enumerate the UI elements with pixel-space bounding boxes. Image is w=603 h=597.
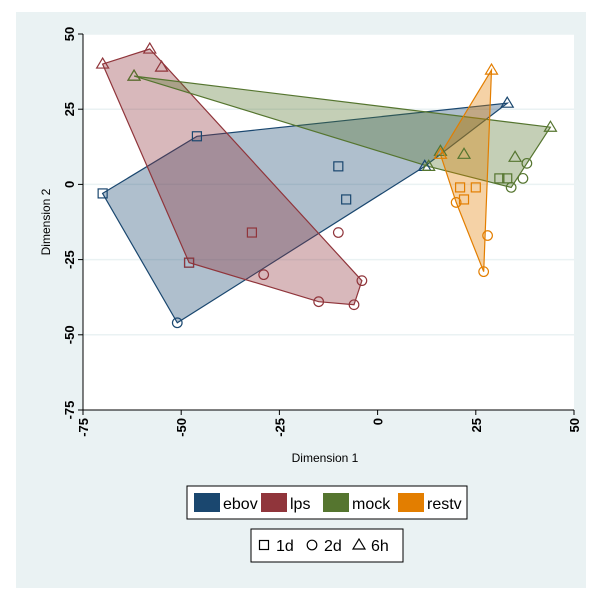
data-point-restv <box>433 147 448 159</box>
data-point-mock <box>421 159 436 171</box>
data-point-lps <box>258 269 270 281</box>
y-tick-label: -75 <box>62 401 77 420</box>
y-tick-label: 25 <box>62 102 77 116</box>
legend-symbol-triangle <box>351 537 367 550</box>
data-points <box>95 41 558 329</box>
x-tick-label: 0 <box>371 418 386 425</box>
data-point-mock <box>508 150 523 162</box>
legend-symbol-circle <box>306 539 318 551</box>
data-point-restv <box>450 197 462 208</box>
data-point-restv <box>470 182 481 193</box>
data-point-mock <box>494 173 505 184</box>
data-point-lps <box>95 56 110 69</box>
legend-swatch-lps <box>261 493 287 512</box>
legend-swatch-ebov <box>194 493 220 512</box>
legend-label-6h: 6h <box>371 538 389 555</box>
shape-legend-box <box>250 528 404 563</box>
y-tick-label: -50 <box>62 325 77 344</box>
chart-frame: -75 -50 -25 0 25 50 -75 -50 -25 0 25 50 Dimension … <box>16 12 586 588</box>
data-point-ebov <box>191 131 203 142</box>
data-point-mock <box>433 144 448 156</box>
legend-label-lps: lps <box>290 496 310 513</box>
shape-legend: 1d 2d 6h <box>250 528 404 563</box>
legend-label-mock: mock <box>352 496 391 513</box>
data-point-mock <box>517 172 529 184</box>
legend-swatch-restv <box>398 493 424 512</box>
legend-label-2d: 2d <box>324 538 342 555</box>
data-point-restv <box>484 62 499 75</box>
x-axis-label: Dimension 1 <box>292 451 359 465</box>
data-point-ebov <box>333 161 344 172</box>
x-tick-label: -25 <box>272 418 287 437</box>
data-point-mock <box>521 157 533 169</box>
x-tick-label: 25 <box>469 418 484 432</box>
data-point-restv <box>482 230 493 241</box>
group-legend: ebov lps mock restv <box>186 485 468 520</box>
data-point-mock <box>543 120 558 132</box>
data-point-lps <box>154 59 169 72</box>
data-point-lps <box>348 299 360 311</box>
hull-restv <box>439 67 493 272</box>
data-point-mock <box>505 182 517 193</box>
y-axis-label: Dimension 2 <box>39 188 53 255</box>
hull-ebov <box>101 102 510 324</box>
data-point-lps <box>183 257 195 268</box>
data-point-mock <box>502 173 513 184</box>
y-axis-ticks: -75 -50 -25 0 25 50 <box>62 27 83 420</box>
x-axis-ticks: -75 -50 -25 0 25 50 <box>76 410 582 437</box>
x-tick-label: 50 <box>567 418 582 432</box>
data-point-ebov <box>341 194 352 205</box>
x-tick-label: -75 <box>76 418 91 437</box>
data-point-mock <box>127 68 142 81</box>
hull-mock <box>133 75 552 189</box>
data-point-ebov <box>97 188 108 199</box>
y-tick-label: -25 <box>62 250 77 269</box>
legend-label-ebov: ebov <box>223 496 258 513</box>
data-point-ebov <box>500 96 515 108</box>
data-point-lps <box>142 41 157 54</box>
hull-polygons <box>101 48 552 324</box>
data-point-mock <box>456 147 472 159</box>
y-tick-label: 0 <box>62 181 77 188</box>
legend-symbol-square <box>258 539 270 551</box>
plot-area <box>83 34 574 410</box>
hull-lps <box>101 48 363 306</box>
y-tick-label: 50 <box>62 27 77 41</box>
data-point-lps <box>313 296 325 308</box>
data-point-lps <box>356 275 368 287</box>
legend-swatch-mock <box>323 493 349 512</box>
grid-lines <box>83 33 574 336</box>
data-point-restv <box>478 266 490 278</box>
legend-label-1d: 1d <box>276 538 294 555</box>
data-point-restv <box>454 182 466 193</box>
x-tick-label: -50 <box>174 418 189 437</box>
legend-label-restv: restv <box>427 496 462 513</box>
data-point-lps <box>332 227 344 238</box>
data-point-lps <box>246 227 258 238</box>
scatter-chart: -75 -50 -25 0 25 50 -75 -50 -25 0 25 50 Dimension … <box>39 27 582 563</box>
data-point-ebov <box>171 317 183 329</box>
